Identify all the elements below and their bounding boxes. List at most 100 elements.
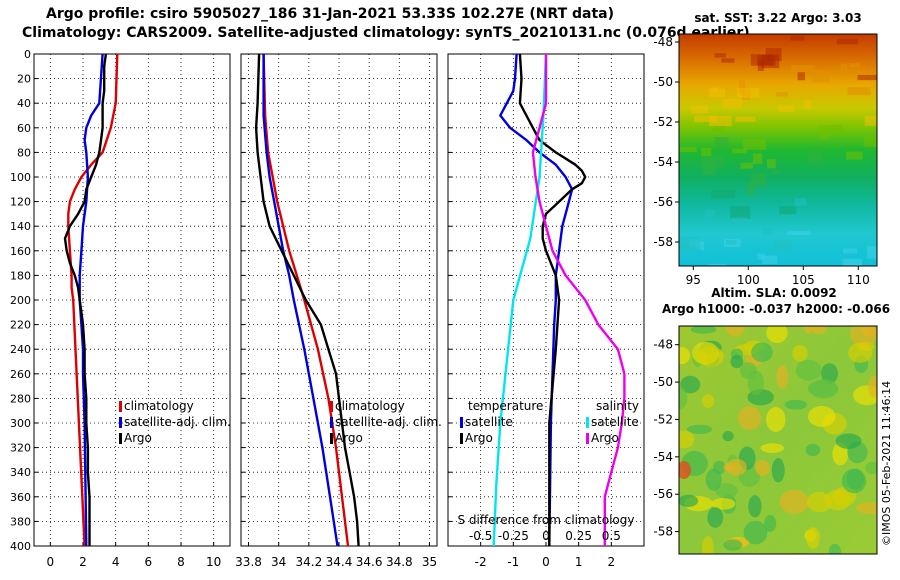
sla-texture-cell	[805, 443, 821, 457]
series-line-climatology	[262, 53, 350, 547]
sla-map-subtitle: Argo h1000: -0.037 h2000: -0.066	[662, 302, 890, 316]
legend-diff-salinity-title: salinity	[596, 399, 639, 413]
sst-texture-cell	[773, 239, 793, 252]
sst-texture-cell	[842, 258, 862, 266]
series-line-salinity-argo	[531, 54, 626, 546]
sst-texture-cell	[737, 88, 760, 99]
series-line-satellite-adj-clim-	[262, 54, 339, 547]
y-tick-label: 400	[10, 540, 31, 553]
sst-texture-cell	[731, 217, 749, 223]
map-y-tick-label: -58	[653, 235, 673, 249]
sla-texture-cell	[748, 495, 762, 518]
y-tick-label: 160	[10, 245, 31, 258]
sst-texture-cell	[730, 206, 751, 219]
sla-texture-cell	[807, 380, 838, 397]
sst-map-title: sat. SST: 3.22 Argo: 3.03	[694, 11, 861, 25]
sst-texture-cell	[679, 147, 697, 153]
sla-texture-cell	[760, 443, 785, 453]
series-line-satellite-adj-clim-	[78, 53, 104, 547]
sst-map-image	[679, 34, 877, 266]
legend-diff-sal-argo-swatch	[586, 433, 589, 444]
sla-texture-cell	[702, 536, 714, 554]
sst-texture-cell	[845, 151, 863, 160]
sla-texture-cell	[848, 342, 873, 363]
y-tick-label: 80	[17, 146, 31, 159]
legend-diff-temp-satellite-swatch	[460, 417, 463, 428]
sst-texture-cell	[836, 38, 859, 45]
sst-texture-cell	[803, 99, 812, 109]
series-line-salinity-satellite	[492, 53, 548, 547]
sla-texture-cell	[686, 424, 713, 434]
y-tick-label: 300	[10, 417, 31, 430]
sla-texture-cell	[806, 527, 820, 549]
sla-texture-cell	[697, 346, 724, 367]
sst-texture-cell	[762, 228, 774, 235]
map-x-tick-label: 110	[847, 273, 870, 287]
sla-texture-cell	[715, 483, 738, 499]
sst-texture-cell	[738, 80, 746, 95]
sla-texture-cell	[738, 406, 762, 430]
legend-diff-sal-argo-label: Argo	[591, 431, 619, 445]
legend-temp-climatology-swatch	[119, 401, 122, 412]
sla-texture-cell	[751, 342, 773, 362]
series-line-temperature-satellite	[499, 53, 574, 547]
y-tick-label: 20	[17, 73, 31, 86]
sst-texture-cell	[863, 136, 877, 147]
sst-texture-cell	[714, 137, 729, 147]
sla-texture-cell	[740, 362, 757, 380]
sst-texture-cell	[679, 236, 701, 251]
sst-texture-cell	[735, 116, 756, 122]
x-tick-label: 0	[47, 555, 55, 569]
sst-texture-cell	[762, 255, 778, 264]
series-line-climatology	[67, 53, 119, 547]
sst-texture-cell	[843, 248, 858, 254]
y-tick-label: 260	[10, 368, 31, 381]
legend-sal-satellite-swatch	[330, 417, 333, 428]
sst-texture-cell	[775, 92, 788, 97]
sst-texture-cell	[794, 198, 807, 206]
sla-texture-cell	[779, 489, 810, 514]
sst-texture-cell	[712, 125, 726, 134]
legend-sal-satellite-label: satellite-adj. clim.	[335, 415, 442, 429]
sst-texture-cell	[811, 69, 830, 83]
sla-texture-cell	[764, 514, 777, 532]
legend-sal-argo-swatch	[330, 433, 333, 444]
y-tick-label: 0	[24, 48, 31, 61]
legend-temp-satellite-swatch	[119, 417, 122, 428]
x-tick-label: 33.8	[235, 555, 262, 569]
map-x-tick-label: 100	[737, 273, 760, 287]
x-tick-label: 0	[542, 555, 550, 569]
y-tick-label: 220	[10, 319, 31, 332]
sst-texture-cell	[849, 63, 861, 68]
map-y-tick-label: -58	[653, 525, 673, 539]
sla-texture-cell	[784, 399, 808, 410]
y-tick-label: 200	[10, 294, 31, 307]
sst-texture-cell	[847, 87, 871, 96]
sla-texture-cell	[679, 461, 691, 479]
sla-texture-cell	[803, 326, 814, 334]
sla-texture-cell	[707, 507, 724, 528]
map-y-tick-label: -50	[653, 375, 673, 389]
y-tick-label: 340	[10, 466, 31, 479]
sst-texture-cell	[704, 210, 715, 219]
sla-texture-cell	[679, 430, 695, 449]
map-y-tick-label: -54	[653, 450, 673, 464]
sla-texture-cell	[755, 459, 771, 476]
x-tick-label: 34	[271, 555, 286, 569]
sla-texture-cell	[828, 543, 842, 554]
header-title-line1: Argo profile: csiro 5905027_186 31-Jan-2…	[46, 6, 615, 22]
y-tick-label: 280	[10, 392, 31, 405]
map-y-tick-label: -56	[653, 487, 673, 501]
sst-texture-cell	[701, 156, 725, 168]
s-diff-tick-label: 0.5	[602, 529, 621, 543]
sla-texture-cell	[679, 494, 699, 508]
sla-map-title: Altim. SLA: 0.0092	[711, 286, 837, 300]
sst-texture-cell	[797, 72, 806, 81]
sla-texture-cell	[713, 460, 726, 475]
legend-temp-argo-swatch	[119, 433, 122, 444]
map-y-tick-label: -50	[653, 75, 673, 89]
s-diff-tick-label: 0.25	[565, 529, 592, 543]
sst-texture-cell	[702, 163, 716, 176]
legend-diff-temp-argo-label: Argo	[465, 431, 493, 445]
